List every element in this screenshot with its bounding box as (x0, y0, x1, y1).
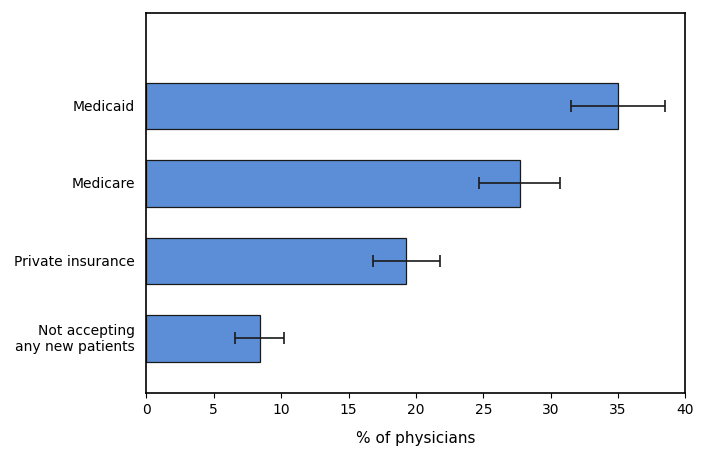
Bar (147, 315, 260, 362)
X-axis label: % of physicians: % of physicians (356, 430, 476, 445)
Bar (147, 161, 520, 207)
Bar (147, 238, 406, 285)
Bar (147, 84, 618, 130)
